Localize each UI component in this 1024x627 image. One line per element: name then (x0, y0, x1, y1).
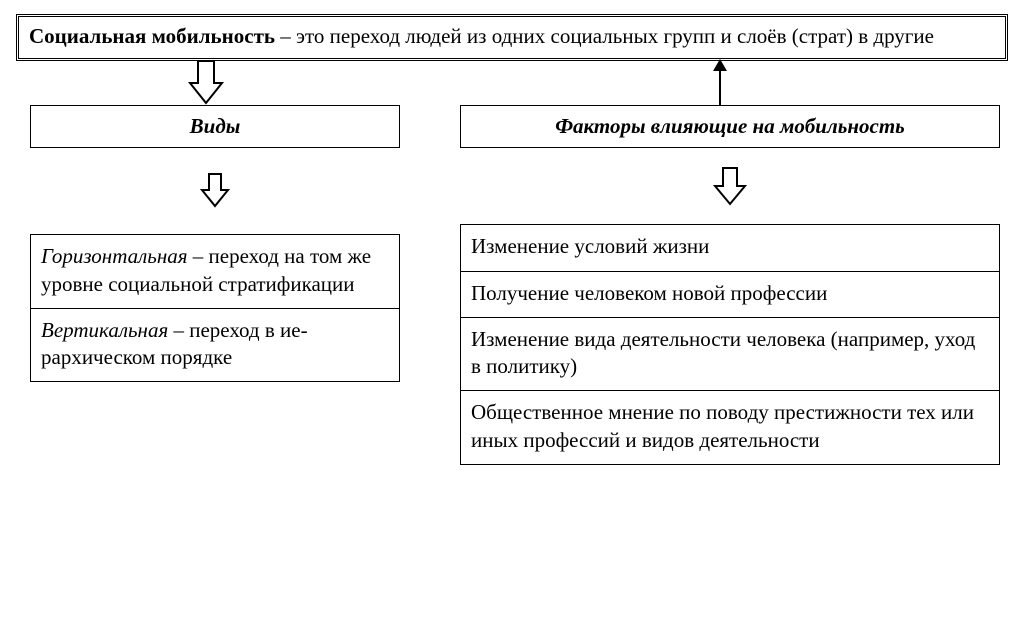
definition-box: Социальная мобильность – это переход люд… (16, 14, 1008, 61)
list-item: Изменение вида деятельности человека (на… (461, 318, 999, 392)
left-list: Горизонтальная – переход на том же уровн… (30, 234, 400, 382)
right-list: Изменение условий жизни Получение челове… (460, 224, 1000, 465)
item-term: Вертикальная (41, 318, 168, 342)
thin-up-arrow-icon (711, 59, 729, 105)
hollow-down-arrow-icon (200, 172, 230, 208)
item-text: Получение человеком новой профессии (471, 281, 827, 305)
item-text: Изменение условий жизни (471, 234, 709, 258)
list-item: Получение человеком новой профессии (461, 272, 999, 318)
arrow-down-right-small (713, 166, 747, 206)
item-text: Общественное мнение по поводу пре­стижно… (471, 400, 974, 451)
item-text: Изменение вида деятельности человека (на… (471, 327, 975, 378)
arrow-up-thin-right (711, 59, 729, 105)
definition-term: Социальная мобильность (29, 24, 275, 48)
definition-text: – это переход людей из одних социальных … (275, 24, 934, 48)
arrow-down-left-small (200, 172, 230, 208)
right-heading: Факторы влияющие на мобильность (555, 114, 905, 138)
left-heading: Виды (190, 114, 241, 138)
list-item: Вертикальная – переход в ие­рархическом … (31, 309, 399, 382)
columns-row: Виды Горизонтальная – переход на том же … (16, 105, 1008, 465)
arrow-down-hollow-left (186, 59, 226, 105)
right-heading-box: Факторы влияющие на мобильность (460, 105, 1000, 148)
list-item: Изменение условий жизни (461, 225, 999, 271)
list-item: Общественное мнение по поводу пре­стижно… (461, 391, 999, 464)
left-column: Виды Горизонтальная – переход на том же … (30, 105, 400, 382)
right-column: Факторы влияющие на мобильность Изменени… (460, 105, 1000, 465)
top-arrow-row (16, 61, 1008, 105)
item-term: Горизонтальная (41, 244, 188, 268)
list-item: Горизонтальная – переход на том же уровн… (31, 235, 399, 309)
hollow-down-arrow-icon (186, 59, 226, 105)
hollow-down-arrow-icon (713, 166, 747, 206)
left-heading-box: Виды (30, 105, 400, 148)
